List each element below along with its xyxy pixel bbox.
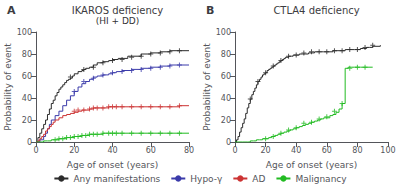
svg-text:IKAROS deficiency: IKAROS deficiency	[72, 5, 164, 16]
svg-text:0: 0	[33, 146, 38, 155]
svg-text:AD: AD	[252, 174, 265, 184]
svg-text:0: 0	[232, 146, 237, 155]
svg-text:20: 20	[221, 116, 231, 125]
svg-text:Hypo-γ: Hypo-γ	[190, 174, 223, 184]
svg-text:0: 0	[226, 138, 231, 147]
svg-text:60: 60	[146, 146, 156, 155]
svg-text:20: 20	[22, 116, 32, 125]
svg-text:60: 60	[221, 72, 231, 81]
svg-text:20: 20	[69, 146, 79, 155]
svg-text:20: 20	[261, 146, 271, 155]
svg-text:100: 100	[380, 146, 395, 155]
svg-text:60: 60	[322, 146, 332, 155]
svg-text:B: B	[206, 4, 214, 17]
svg-text:80: 80	[352, 146, 362, 155]
svg-text:Probability of event: Probability of event	[3, 43, 13, 131]
svg-text:CTLA4 deficiency: CTLA4 deficiency	[273, 5, 359, 16]
svg-text:80: 80	[221, 50, 231, 59]
svg-text:Age of onset (years): Age of onset (years)	[266, 160, 357, 170]
svg-text:100: 100	[216, 28, 231, 37]
svg-text:40: 40	[107, 146, 117, 155]
svg-text:80: 80	[22, 50, 32, 59]
svg-text:Probability of event: Probability of event	[202, 43, 212, 131]
svg-text:(HI + DD): (HI + DD)	[96, 16, 140, 26]
svg-text:40: 40	[221, 94, 231, 103]
svg-text:A: A	[7, 4, 16, 17]
svg-text:60: 60	[22, 72, 32, 81]
svg-text:100: 100	[17, 28, 32, 37]
svg-text:Malignancy: Malignancy	[295, 174, 347, 184]
svg-text:Any manifestations: Any manifestations	[73, 174, 160, 184]
svg-text:40: 40	[291, 146, 301, 155]
svg-text:40: 40	[22, 94, 32, 103]
svg-text:0: 0	[27, 138, 32, 147]
svg-text:80: 80	[184, 146, 194, 155]
svg-text:Age of onset (years): Age of onset (years)	[67, 160, 158, 170]
